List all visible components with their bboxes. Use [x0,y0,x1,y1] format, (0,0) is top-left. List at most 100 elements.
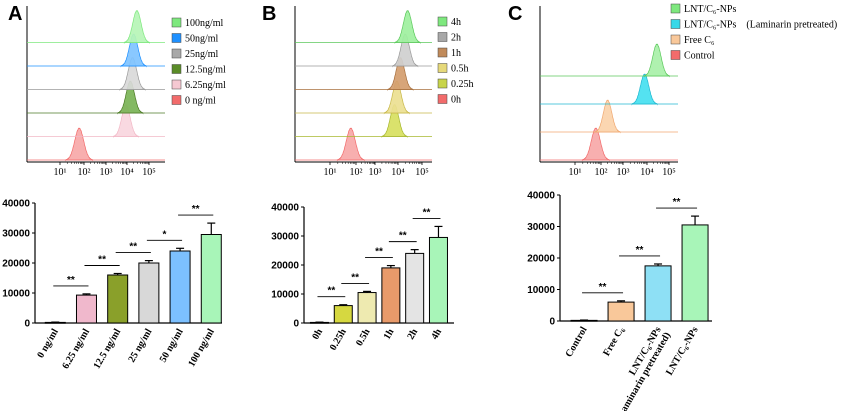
significance-mark: ** [351,272,359,283]
bar-y-tick-label: 30000 [271,232,299,243]
bar-category-label: Control [564,325,590,359]
hist-x-tick-label: 10⁵ [142,167,156,178]
significance-mark: ** [673,197,681,208]
bar-category-label: 4h [429,327,444,342]
hist-x-tick-label: 10¹ [324,167,337,178]
legend-swatch [437,63,448,73]
legend-label: 100ng/ml [185,18,224,29]
hist-x-tick-label: 10⁴ [391,167,405,178]
hist-x-tick-label: 10² [595,167,608,178]
legend-swatch [670,19,681,29]
legend-swatch [171,33,182,43]
significance-mark: ** [129,242,137,253]
hist-x-tick-label: 10⁵ [662,167,676,178]
hist-x-tick-label: 10¹ [54,167,67,178]
bar-category-label: Free C₆ [601,325,627,358]
bar-category-line: 4h [429,327,444,342]
legend-label: 2h [451,33,461,44]
significance-mark: ** [599,282,607,293]
bar-category-label: 2h [405,327,420,342]
bar-category-line: Control [564,325,590,359]
bar-category-line: 12.5 ng/ml [92,327,124,371]
bar-5 [428,236,448,324]
legend-swatch [670,3,681,14]
hist-x-tick-label: 10⁴ [120,167,134,178]
bar-3 [138,262,160,324]
hist-trace-0 [394,10,421,45]
legend-label: Free C₆ [684,35,715,46]
significance-mark: ** [192,204,200,215]
significance-mark: ** [98,255,106,266]
legend-swatch [171,48,182,59]
bar-1 [333,305,353,324]
hist-x-tick-label: 10⁴ [640,167,654,178]
legend-swatch [171,64,182,74]
bar-category-label: 0.5h [354,327,373,349]
bar-chart-C: Control Free C₆ LNT/C₆-NPs(Laminarin pretr… [557,194,712,411]
hist-trace-3 [581,127,610,162]
bar-category-label: 0 ng/ml [35,327,61,360]
bar-category-label: 0.25h [328,327,349,353]
legend-label: 4h [451,17,461,28]
bar-1 [75,294,97,324]
bar-1 [607,301,635,322]
hist-x-tick-label: 10² [350,167,363,178]
bar-2 [644,265,672,322]
bar-y-tick-label: 10000 [2,289,30,300]
bar-y-tick-label: 10000 [527,285,555,296]
bar-category-line: 0h [310,327,325,342]
bar-y-tick-label: 10000 [271,290,299,301]
legend-swatch [437,32,448,42]
legend-swatch [670,34,681,45]
histogram-C [539,3,681,165]
legend-swatch [437,16,448,27]
bar-4 [405,252,425,324]
legend-label: LNT/C₆-NPs [684,4,736,15]
bar-category-label: 50 ng/ml [158,327,186,365]
bar-category-label: 25 ng/ml [126,327,154,365]
panel-label-C: C [508,3,522,25]
legend-swatch [437,78,448,89]
bar-4 [169,250,191,324]
hist-trace-5 [336,127,365,162]
bar-2 [107,274,129,324]
legend-label: Control [684,51,715,62]
bar-3 [681,224,709,322]
bar-chart-A: 0 ng/ml 6.25 ng/ml 12.5 ng/ml 25 ng/ml 50 ng… [32,202,222,371]
legend-label: 0.5h [451,64,469,75]
bar-y-tick-label: 40000 [527,191,555,202]
hist-x-tick-label: 10³ [100,167,113,178]
significance-mark: ** [375,247,383,258]
significance-mark: * [163,229,167,240]
legend-label: 0 ng/ml [185,96,216,107]
legend-label: 12.5ng/ml [185,65,226,76]
bar-y-tick-label: 0 [549,317,555,328]
bar-category-label: 12.5 ng/ml [92,327,124,371]
legend-label: 0h [451,95,461,106]
significance-mark: ** [423,207,431,218]
legend-swatch [437,47,448,58]
hist-trace-0 [643,43,670,78]
bar-category-line: LNT/C₆-NPs [664,325,701,377]
hist-trace-5 [65,127,94,162]
legend-label: 6.25ng/ml [185,80,226,91]
hist-x-tick-label: 10¹ [569,167,582,178]
legend-swatch [171,95,182,105]
legend-label: 50ng/ml [185,34,219,45]
legend-swatch [171,79,182,90]
bar-category-line: 25 ng/ml [126,327,154,365]
bar-category-line: 0.5h [354,327,373,349]
hist-trace-2 [594,99,621,134]
bar-3 [381,267,401,324]
histogram-A [26,6,182,165]
bar-category-line: 2h [405,327,420,342]
legend-swatch [171,17,182,28]
panel-label-A: A [8,3,22,25]
bar-y-tick-label: 40000 [271,203,299,214]
bar-y-tick-label: 0 [293,319,299,330]
hist-trace-1 [631,73,658,106]
bar-y-tick-label: 20000 [2,259,30,270]
legend-label: LNT/C₆-NPs (Laminarin pretreated) [684,20,837,31]
bar-5 [200,234,222,324]
histogram-B [294,6,448,165]
